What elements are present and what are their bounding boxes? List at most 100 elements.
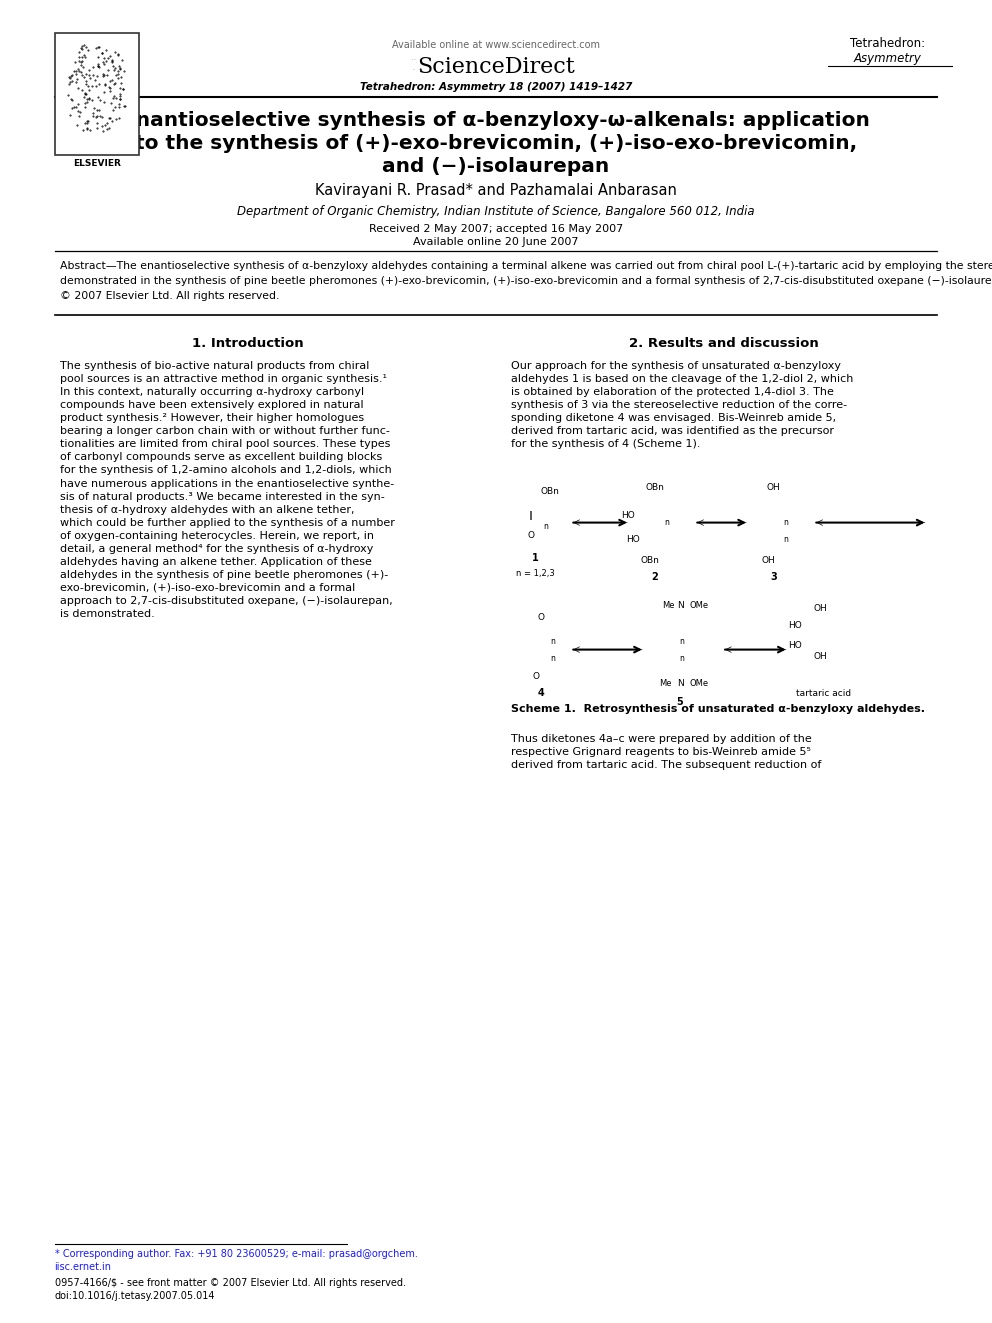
Point — [102, 77, 118, 98]
Point — [104, 87, 120, 108]
Point — [109, 67, 125, 89]
Text: Received 2 May 2007; accepted 16 May 2007: Received 2 May 2007; accepted 16 May 200… — [369, 224, 623, 234]
Text: Tetrahedron:: Tetrahedron: — [850, 37, 926, 50]
Text: n: n — [551, 655, 556, 663]
Point — [88, 107, 104, 128]
Point — [76, 82, 92, 103]
Point — [66, 97, 82, 118]
Point — [77, 97, 93, 118]
Point — [104, 50, 120, 71]
Text: HO: HO — [626, 536, 640, 544]
Point — [105, 56, 121, 77]
Text: ·· ·
 · ··: ·· · · ·· — [410, 56, 424, 75]
Text: OBn: OBn — [645, 483, 665, 492]
Text: 4: 4 — [538, 688, 544, 699]
Text: * Corresponding author. Fax: +91 80 23600529; e-mail: prasad@orgchem.: * Corresponding author. Fax: +91 80 2360… — [55, 1249, 418, 1259]
Text: HO: HO — [788, 642, 802, 650]
Text: and (−)-isolaurepan: and (−)-isolaurepan — [382, 157, 610, 176]
Text: 0957-4166/$ - see front matter © 2007 Elsevier Ltd. All rights reserved.: 0957-4166/$ - see front matter © 2007 El… — [55, 1278, 406, 1289]
Point — [104, 70, 120, 91]
Text: ScienceDirect: ScienceDirect — [417, 56, 575, 78]
Point — [62, 105, 78, 126]
Point — [70, 42, 86, 64]
Text: n: n — [680, 655, 684, 663]
Point — [88, 75, 104, 97]
Point — [116, 61, 132, 82]
Text: ‖: ‖ — [529, 512, 533, 520]
Point — [96, 74, 112, 95]
Text: Our approach for the synthesis of unsaturated α-benzyloxy
aldehydes 1 is based o: Our approach for the synthesis of unsatu… — [511, 361, 853, 450]
Point — [101, 107, 117, 128]
Point — [95, 52, 111, 73]
Point — [62, 66, 77, 87]
Point — [68, 64, 84, 85]
Text: Abstract—The enantioselective synthesis of α-benzyloxy aldehydes containing a te: Abstract—The enantioselective synthesis … — [60, 261, 992, 271]
Point — [73, 38, 89, 60]
Point — [82, 67, 98, 89]
Point — [76, 46, 92, 67]
Point — [110, 44, 126, 65]
Point — [96, 65, 112, 86]
Point — [81, 87, 97, 108]
Point — [82, 119, 98, 140]
Point — [69, 77, 85, 98]
Point — [75, 34, 91, 56]
Text: demonstrated in the synthesis of pine beetle pheromones (+)-exo-brevicomin, (+)-: demonstrated in the synthesis of pine be… — [60, 275, 992, 286]
Text: Department of Organic Chemistry, Indian Institute of Science, Bangalore 560 012,: Department of Organic Chemistry, Indian … — [237, 205, 755, 218]
Point — [62, 67, 78, 89]
Text: Enantioselective synthesis of α-benzyloxy-ω-alkenals: application: Enantioselective synthesis of α-benzylox… — [122, 111, 870, 130]
Text: N: N — [678, 679, 684, 688]
Point — [78, 118, 94, 139]
Point — [77, 83, 93, 105]
Text: © 2007 Elsevier Ltd. All rights reserved.: © 2007 Elsevier Ltd. All rights reserved… — [60, 291, 279, 302]
Text: 3: 3 — [771, 572, 777, 582]
Text: HO: HO — [788, 622, 802, 630]
Point — [102, 70, 118, 91]
Text: n: n — [544, 523, 549, 531]
Point — [81, 89, 97, 110]
Point — [83, 75, 99, 97]
Text: OH: OH — [762, 556, 776, 565]
Point — [62, 73, 77, 94]
Point — [87, 69, 103, 90]
Text: 1. Introduction: 1. Introduction — [192, 337, 304, 351]
Text: N: N — [678, 601, 684, 610]
Text: 2. Results and discussion: 2. Results and discussion — [629, 337, 819, 351]
Point — [111, 94, 127, 115]
Point — [99, 65, 115, 86]
Point — [64, 98, 80, 119]
Point — [106, 73, 122, 94]
Point — [112, 89, 128, 110]
Text: n: n — [665, 519, 670, 527]
Text: ELSEVIER: ELSEVIER — [72, 159, 121, 168]
Point — [84, 57, 100, 78]
Point — [74, 65, 90, 86]
Point — [89, 112, 105, 134]
Point — [117, 95, 133, 116]
Text: Available online at www.sciencedirect.com: Available online at www.sciencedirect.co… — [392, 40, 600, 50]
Text: O: O — [532, 672, 540, 681]
Point — [73, 61, 89, 82]
Point — [66, 60, 82, 81]
Point — [84, 102, 100, 123]
Point — [95, 65, 111, 86]
Point — [80, 40, 96, 61]
Point — [102, 81, 118, 102]
Point — [102, 107, 118, 128]
Point — [68, 71, 84, 93]
Point — [74, 119, 90, 140]
Point — [99, 119, 115, 140]
Point — [94, 115, 110, 136]
Point — [70, 46, 86, 67]
Point — [78, 83, 94, 105]
Point — [105, 99, 121, 120]
Text: OBn: OBn — [640, 556, 660, 565]
Point — [78, 64, 94, 85]
Point — [80, 60, 96, 81]
Text: n: n — [551, 638, 556, 646]
Point — [72, 54, 88, 75]
Text: n = 1,2,3: n = 1,2,3 — [516, 569, 556, 578]
Point — [108, 87, 124, 108]
Text: Tetrahedron: Asymmetry 18 (2007) 1419–1427: Tetrahedron: Asymmetry 18 (2007) 1419–14… — [360, 82, 632, 93]
Point — [98, 40, 114, 61]
